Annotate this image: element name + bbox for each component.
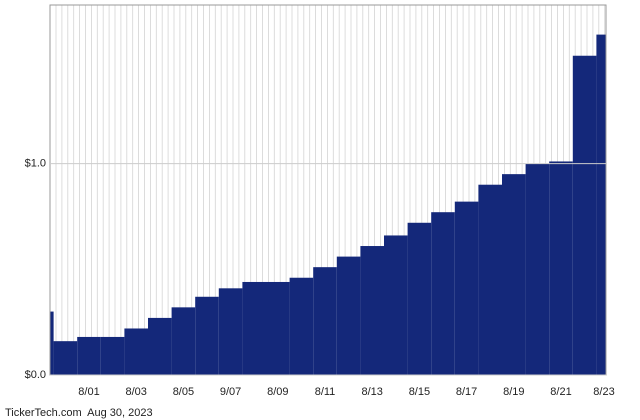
bar xyxy=(336,256,361,375)
bar xyxy=(77,336,101,375)
bar xyxy=(596,34,606,375)
y-tick-label: $1.0 xyxy=(25,157,46,169)
footer: TickerTech.com Aug 30, 2023 xyxy=(5,407,153,419)
bar xyxy=(549,161,573,375)
bar xyxy=(148,317,172,375)
bar xyxy=(407,222,432,375)
bar xyxy=(289,277,314,375)
x-tick-label: 8/23 xyxy=(593,386,614,398)
x-tick-label: 8/03 xyxy=(125,386,146,398)
bar xyxy=(242,281,266,375)
bar xyxy=(171,307,196,375)
x-tick-label: 9/07 xyxy=(220,386,241,398)
x-tick-label: 8/09 xyxy=(267,386,288,398)
bar xyxy=(525,163,550,375)
x-tick-label: 8/01 xyxy=(78,386,99,398)
bar xyxy=(266,281,290,375)
bar xyxy=(360,246,384,375)
x-tick-label: 8/11 xyxy=(315,386,336,398)
bar xyxy=(218,288,243,375)
bar xyxy=(100,336,125,375)
x-tick-label: 8/15 xyxy=(409,386,430,398)
bar xyxy=(53,341,78,375)
x-tick-label: 8/17 xyxy=(456,386,477,398)
bar xyxy=(478,184,502,375)
bar xyxy=(572,55,597,375)
x-tick-label: 8/13 xyxy=(361,386,382,398)
bar xyxy=(124,328,148,375)
bar xyxy=(313,267,337,375)
bar xyxy=(384,235,408,375)
bar xyxy=(50,311,54,375)
x-tick-label: 8/21 xyxy=(550,386,571,398)
x-tick-label: 8/05 xyxy=(173,386,194,398)
bar xyxy=(502,174,526,375)
bar xyxy=(195,296,219,375)
x-tick-label: 8/19 xyxy=(503,386,524,398)
bars xyxy=(50,34,606,375)
y-tick-label: $0.0 xyxy=(25,369,46,381)
bar xyxy=(454,201,479,375)
bar xyxy=(431,212,455,375)
